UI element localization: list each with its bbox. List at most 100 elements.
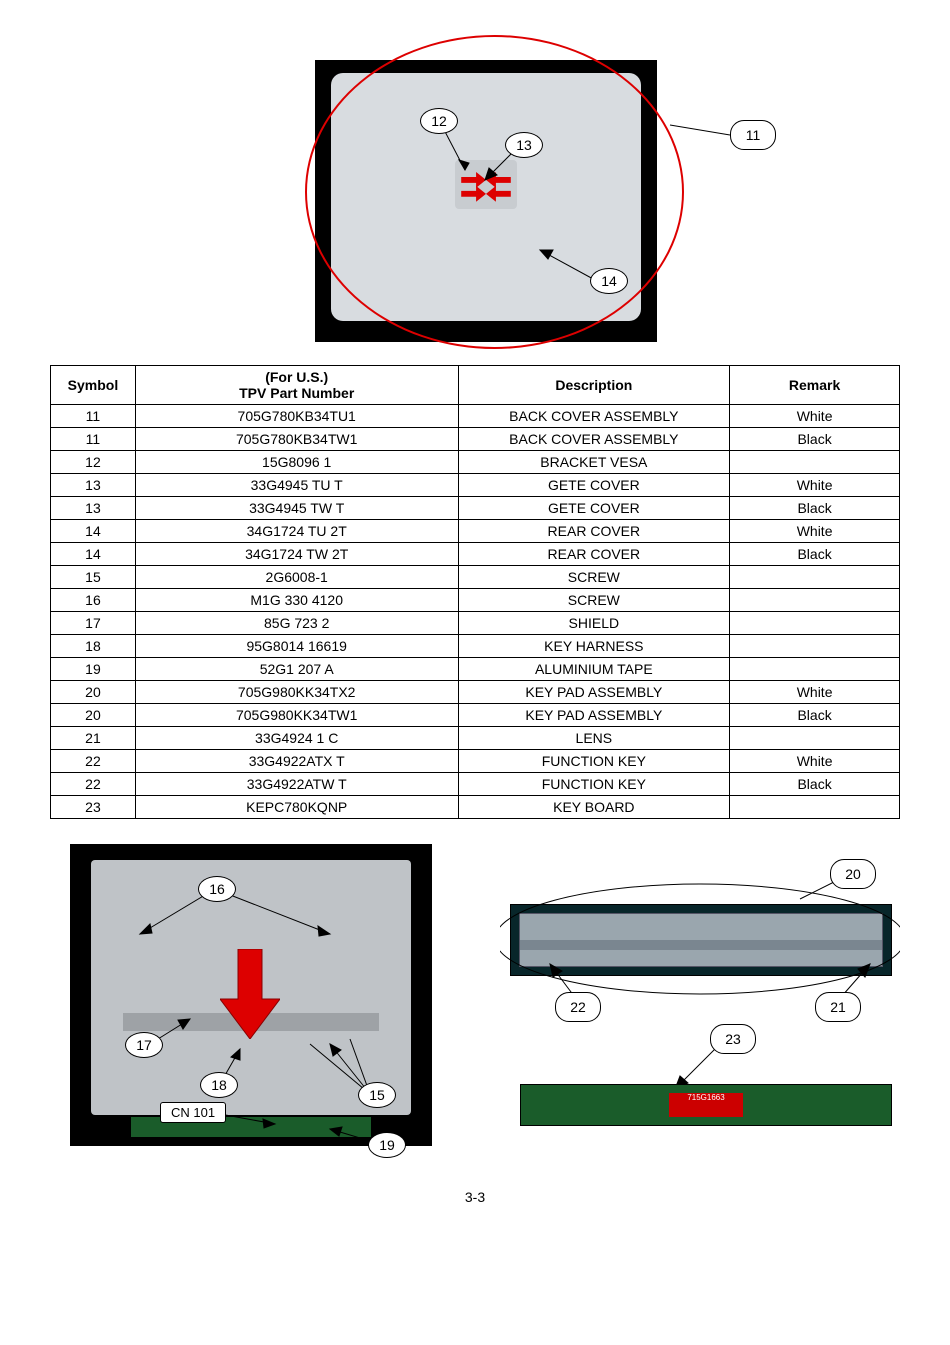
callout-12: 12	[420, 108, 458, 134]
table-cell: Black	[730, 428, 900, 451]
table-cell: 33G4922ATX T	[135, 750, 458, 773]
figure-bottom-left: 16 17 18 15 19 CN 101	[50, 844, 450, 1164]
callout-label: 22	[570, 999, 586, 1015]
callout-label: 12	[431, 113, 447, 129]
table-cell: 33G4924 1 C	[135, 727, 458, 750]
table-cell	[730, 566, 900, 589]
callout-22: 22	[555, 992, 601, 1022]
table-cell: 705G980KK34TW1	[135, 704, 458, 727]
table-cell: BRACKET VESA	[458, 451, 730, 474]
table-cell: 52G1 207 A	[135, 658, 458, 681]
table-cell: SHIELD	[458, 612, 730, 635]
callout-label: 15	[369, 1087, 385, 1103]
table-cell: White	[730, 681, 900, 704]
table-cell: FUNCTION KEY	[458, 773, 730, 796]
table-cell: 95G8014 16619	[135, 635, 458, 658]
table-row: 1952G1 207 AALUMINIUM TAPE	[51, 658, 900, 681]
callout-label: 18	[211, 1077, 227, 1093]
table-cell	[730, 635, 900, 658]
table-cell: 34G1724 TU 2T	[135, 520, 458, 543]
callout-17: 17	[125, 1032, 163, 1058]
table-row: 16M1G 330 4120SCREW	[51, 589, 900, 612]
callout-19: 19	[368, 1132, 406, 1158]
callout-14: 14	[590, 268, 628, 294]
table-cell: White	[730, 520, 900, 543]
table-cell: 2G6008-1	[135, 566, 458, 589]
table-cell: 22	[51, 773, 136, 796]
table-cell: 21	[51, 727, 136, 750]
table-cell: 85G 723 2	[135, 612, 458, 635]
table-row: 1895G8014 16619KEY HARNESS	[51, 635, 900, 658]
table-cell: ALUMINIUM TAPE	[458, 658, 730, 681]
table-cell: KEY PAD ASSEMBLY	[458, 704, 730, 727]
table-cell: M1G 330 4120	[135, 589, 458, 612]
table-cell: 13	[51, 497, 136, 520]
callout-18: 18	[200, 1072, 238, 1098]
table-cell: 22	[51, 750, 136, 773]
table-cell: REAR COVER	[458, 543, 730, 566]
table-cell: LENS	[458, 727, 730, 750]
table-cell: Black	[730, 497, 900, 520]
table-cell: 15	[51, 566, 136, 589]
table-cell: Black	[730, 704, 900, 727]
table-row: 2233G4922ATW TFUNCTION KEYBlack	[51, 773, 900, 796]
table-row: 20705G980KK34TX2KEY PAD ASSEMBLYWhite	[51, 681, 900, 704]
table-cell	[730, 451, 900, 474]
table-cell: 13	[51, 474, 136, 497]
table-cell: KEY PAD ASSEMBLY	[458, 681, 730, 704]
callout-label: 19	[379, 1137, 395, 1153]
table-row: 20705G980KK34TW1KEY PAD ASSEMBLYBlack	[51, 704, 900, 727]
table-cell	[730, 727, 900, 750]
callout-label: 17	[136, 1037, 152, 1053]
table-row: 1434G1724 TW 2TREAR COVERBlack	[51, 543, 900, 566]
table-cell: 11	[51, 405, 136, 428]
table-row: 1333G4945 TW TGETE COVERBlack	[51, 497, 900, 520]
table-row: 23KEPC780KQNPKEY BOARD	[51, 796, 900, 819]
page-number: 3-3	[50, 1189, 900, 1205]
table-row: 2133G4924 1 CLENS	[51, 727, 900, 750]
table-cell: Black	[730, 773, 900, 796]
table-cell: 23	[51, 796, 136, 819]
parts-table: Symbol (For U.S.) TPV Part Number Descri…	[50, 365, 900, 819]
th-desc: Description	[458, 366, 730, 405]
callout-23: 23	[710, 1024, 756, 1054]
table-cell: KEY HARNESS	[458, 635, 730, 658]
table-cell: REAR COVER	[458, 520, 730, 543]
figure-bottom-right: 20 22 21 23 715G1663	[500, 844, 900, 1164]
table-cell	[730, 796, 900, 819]
table-cell	[730, 589, 900, 612]
table-row: 1215G8096 1BRACKET VESA	[51, 451, 900, 474]
table-cell: White	[730, 750, 900, 773]
table-row: 1785G 723 2SHIELD	[51, 612, 900, 635]
table-cell: 19	[51, 658, 136, 681]
table-cell: BACK COVER ASSEMBLY	[458, 428, 730, 451]
callout-11: 11	[730, 120, 776, 150]
callout-13: 13	[505, 132, 543, 158]
table-row: 152G6008-1SCREW	[51, 566, 900, 589]
callout-label: 21	[830, 999, 846, 1015]
callout-20: 20	[830, 859, 876, 889]
table-cell: 705G980KK34TX2	[135, 681, 458, 704]
callout-label: 16	[209, 881, 225, 897]
table-cell	[730, 612, 900, 635]
callout-15: 15	[358, 1082, 396, 1108]
table-cell: KEPC780KQNP	[135, 796, 458, 819]
table-cell: 20	[51, 704, 136, 727]
table-cell: 12	[51, 451, 136, 474]
table-cell: 34G1724 TW 2T	[135, 543, 458, 566]
table-cell: 16	[51, 589, 136, 612]
table-cell: SCREW	[458, 589, 730, 612]
table-cell: 33G4945 TU T	[135, 474, 458, 497]
table-cell: 705G780KB34TU1	[135, 405, 458, 428]
table-row: 1333G4945 TU TGETE COVERWhite	[51, 474, 900, 497]
table-cell: GETE COVER	[458, 497, 730, 520]
callout-21: 21	[815, 992, 861, 1022]
table-row: 1434G1724 TU 2TREAR COVERWhite	[51, 520, 900, 543]
table-cell: 20	[51, 681, 136, 704]
table-cell: 18	[51, 635, 136, 658]
figure-top: 12 13 14 11	[175, 40, 775, 350]
table-cell: Black	[730, 543, 900, 566]
table-cell: White	[730, 405, 900, 428]
table-row: 11705G780KB34TU1BACK COVER ASSEMBLYWhite	[51, 405, 900, 428]
callout-label: 23	[725, 1031, 741, 1047]
